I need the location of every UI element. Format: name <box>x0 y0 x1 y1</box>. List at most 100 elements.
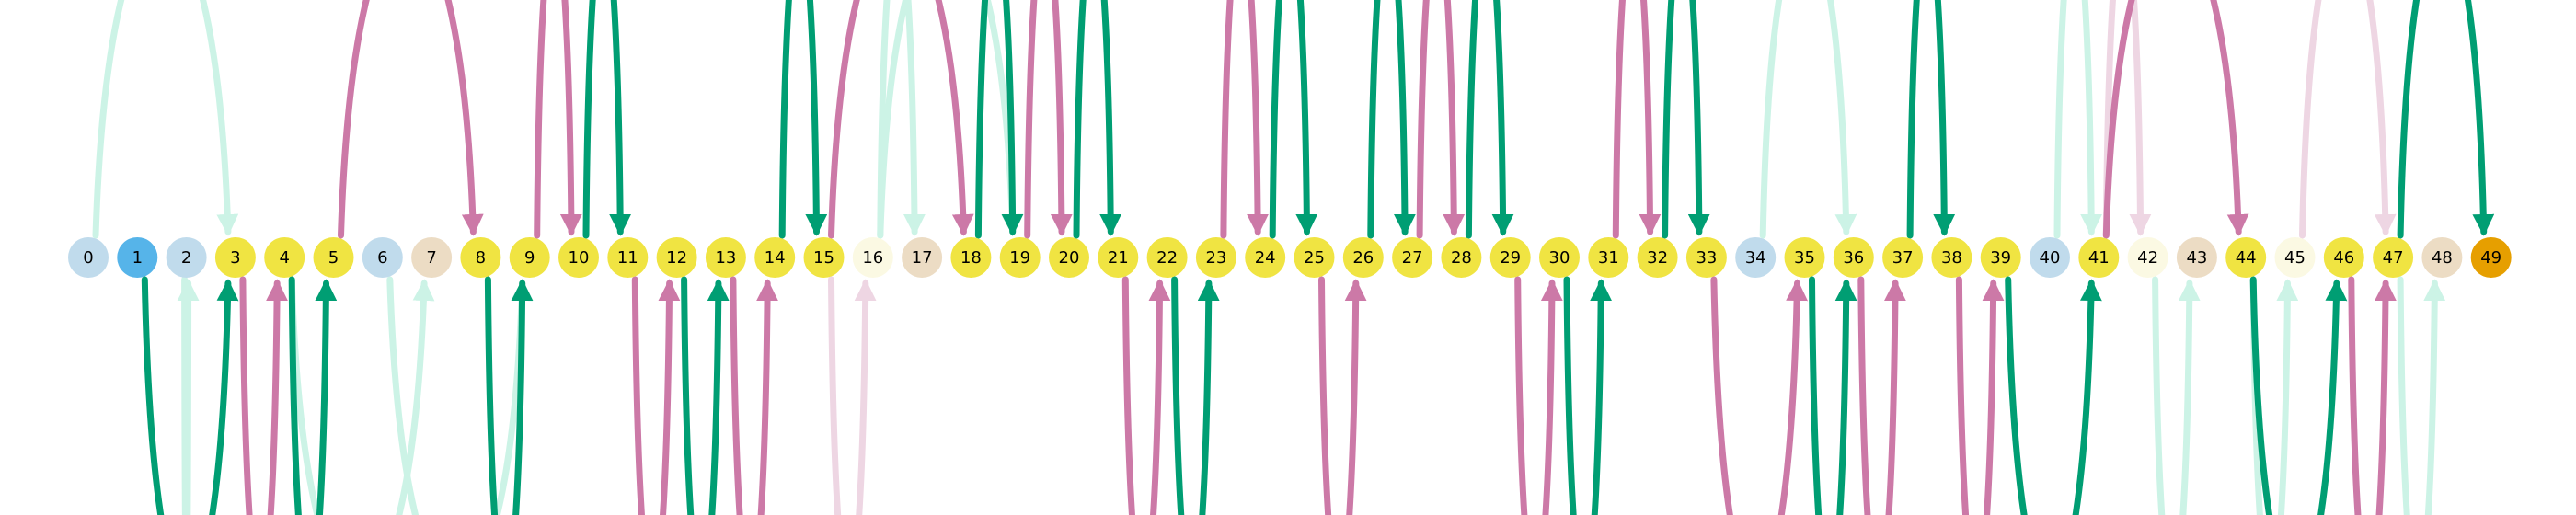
node-circle <box>1637 237 1678 278</box>
node-circle <box>411 237 453 278</box>
node-circle <box>166 237 207 278</box>
node-label: 5 <box>328 248 339 268</box>
node-circle <box>999 237 1041 278</box>
node-27: 27 <box>1392 237 1433 278</box>
node-4: 4 <box>264 237 305 278</box>
node-circle <box>1980 237 2021 278</box>
node-label: 40 <box>2040 248 2061 268</box>
node-circle <box>803 237 845 278</box>
edge-32-to-33 <box>1662 0 1710 239</box>
node-9: 9 <box>509 237 550 278</box>
node-0: 0 <box>68 237 109 278</box>
node-circle <box>362 237 403 278</box>
node-label: 47 <box>2383 248 2404 268</box>
node-2: 2 <box>166 237 207 278</box>
node-34: 34 <box>1735 237 1777 278</box>
node-44: 44 <box>2225 237 2267 278</box>
node-26: 26 <box>1342 237 1384 278</box>
node-30: 30 <box>1539 237 1580 278</box>
node-label: 36 <box>1843 248 1864 268</box>
node-circle <box>1931 237 1972 278</box>
node-label: 19 <box>1009 248 1030 268</box>
edge-1-to-3 <box>141 276 239 515</box>
edge-2-to-2 <box>177 276 200 515</box>
edge-15-to-18 <box>828 0 974 239</box>
edge-41-to-42 <box>2102 0 2152 239</box>
node-23: 23 <box>1195 237 1236 278</box>
node-label: 35 <box>1794 248 1815 268</box>
edge-12-to-13 <box>681 276 730 515</box>
node-3: 3 <box>214 237 256 278</box>
node-label: 16 <box>862 248 883 268</box>
node-circle <box>460 237 501 278</box>
node-circle <box>509 237 550 278</box>
node-circle <box>1049 237 1089 278</box>
edge-25-to-26 <box>1318 276 1367 515</box>
node-15: 15 <box>803 237 845 278</box>
faded-edge-layer <box>92 0 2446 515</box>
node-circle <box>2421 237 2463 278</box>
node-circle <box>902 237 943 278</box>
edge-26-to-27 <box>1367 0 1416 239</box>
edge-4-to-5 <box>288 276 338 515</box>
node-43: 43 <box>2176 237 2217 278</box>
node-label: 3 <box>230 248 240 268</box>
edge-4-to-7 <box>288 276 435 515</box>
node-circle <box>2176 237 2217 278</box>
node-circle <box>656 237 697 278</box>
node-label: 18 <box>960 248 982 268</box>
node-label: 15 <box>813 248 834 268</box>
node-label: 34 <box>1745 248 1766 268</box>
node-circle <box>2470 237 2512 278</box>
node-circle <box>214 237 256 278</box>
node-label: 4 <box>279 248 289 268</box>
edge-11-to-12 <box>631 276 681 515</box>
edge-15-to-16 <box>828 276 877 515</box>
node-17: 17 <box>902 237 943 278</box>
node-circle <box>2127 237 2168 278</box>
node-label: 42 <box>2137 248 2158 268</box>
edge-33-to-35 <box>1710 276 1809 515</box>
edge-28-to-29 <box>1465 0 1514 239</box>
node-label: 46 <box>2333 248 2354 268</box>
node-8: 8 <box>460 237 501 278</box>
edge-29-to-30 <box>1514 276 1563 515</box>
edge-5-to-8 <box>338 0 484 239</box>
node-circle <box>1342 237 1384 278</box>
node-31: 31 <box>1588 237 1629 278</box>
node-label: 43 <box>2186 248 2207 268</box>
node-label: 22 <box>1156 248 1178 268</box>
node-13: 13 <box>705 237 746 278</box>
edge-0-to-3 <box>92 0 239 239</box>
node-38: 38 <box>1931 237 1972 278</box>
node-label: 7 <box>426 248 436 268</box>
node-36: 36 <box>1833 237 1874 278</box>
node-label: 10 <box>569 248 590 268</box>
node-label: 0 <box>83 248 93 268</box>
edge-21-to-22 <box>1121 276 1171 515</box>
node-label: 6 <box>377 248 387 268</box>
node-label: 48 <box>2432 248 2453 268</box>
node-circle <box>558 237 599 278</box>
edge-39-to-41 <box>2005 276 2102 515</box>
node-label: 14 <box>765 248 786 268</box>
node-1: 1 <box>117 237 158 278</box>
edge-31-to-32 <box>1612 0 1662 239</box>
node-25: 25 <box>1294 237 1335 278</box>
node-circle <box>313 237 354 278</box>
node-circle <box>2323 237 2364 278</box>
node-circle <box>1539 237 1580 278</box>
edge-20-to-21 <box>1073 0 1122 239</box>
node-circle <box>852 237 893 278</box>
node-label: 8 <box>476 248 486 268</box>
edge-8-to-9 <box>484 276 534 515</box>
node-10: 10 <box>558 237 599 278</box>
node-37: 37 <box>1882 237 1924 278</box>
edge-9-to-10 <box>534 0 582 239</box>
node-28: 28 <box>1441 237 1482 278</box>
edge-14-to-15 <box>778 0 828 239</box>
edge-18-to-19 <box>974 0 1024 239</box>
node-label: 9 <box>524 248 535 268</box>
node-circle <box>705 237 746 278</box>
node-circle <box>1833 237 1874 278</box>
